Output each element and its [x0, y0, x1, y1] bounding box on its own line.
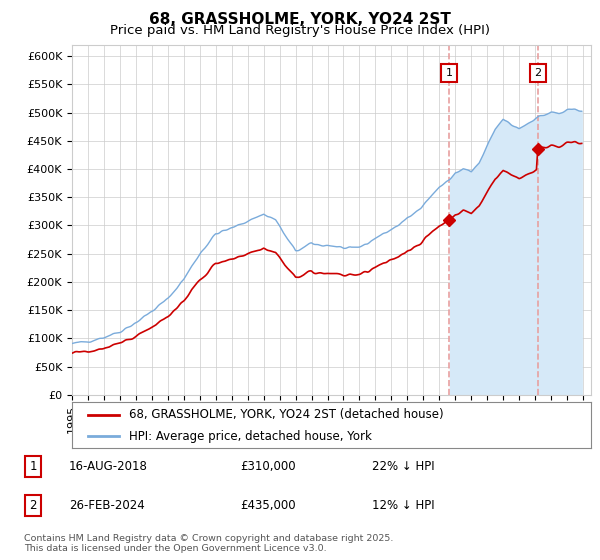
Text: 1: 1: [29, 460, 37, 473]
Text: 68, GRASSHOLME, YORK, YO24 2ST: 68, GRASSHOLME, YORK, YO24 2ST: [149, 12, 451, 27]
Text: Contains HM Land Registry data © Crown copyright and database right 2025.
This d: Contains HM Land Registry data © Crown c…: [24, 534, 394, 553]
Text: 16-AUG-2018: 16-AUG-2018: [69, 460, 148, 473]
Text: 1: 1: [446, 68, 453, 78]
Text: £435,000: £435,000: [240, 499, 296, 512]
Text: HPI: Average price, detached house, York: HPI: Average price, detached house, York: [129, 430, 372, 442]
Text: Price paid vs. HM Land Registry's House Price Index (HPI): Price paid vs. HM Land Registry's House …: [110, 24, 490, 37]
Text: 68, GRASSHOLME, YORK, YO24 2ST (detached house): 68, GRASSHOLME, YORK, YO24 2ST (detached…: [129, 408, 444, 422]
Text: 12% ↓ HPI: 12% ↓ HPI: [372, 499, 434, 512]
Text: £310,000: £310,000: [240, 460, 296, 473]
Text: 2: 2: [29, 499, 37, 512]
Text: 2: 2: [534, 68, 541, 78]
Text: 26-FEB-2024: 26-FEB-2024: [69, 499, 145, 512]
Text: 22% ↓ HPI: 22% ↓ HPI: [372, 460, 434, 473]
